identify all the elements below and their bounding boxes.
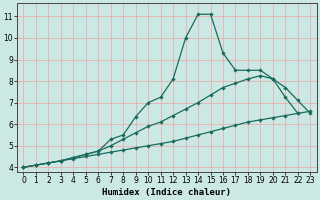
- X-axis label: Humidex (Indice chaleur): Humidex (Indice chaleur): [102, 188, 231, 197]
